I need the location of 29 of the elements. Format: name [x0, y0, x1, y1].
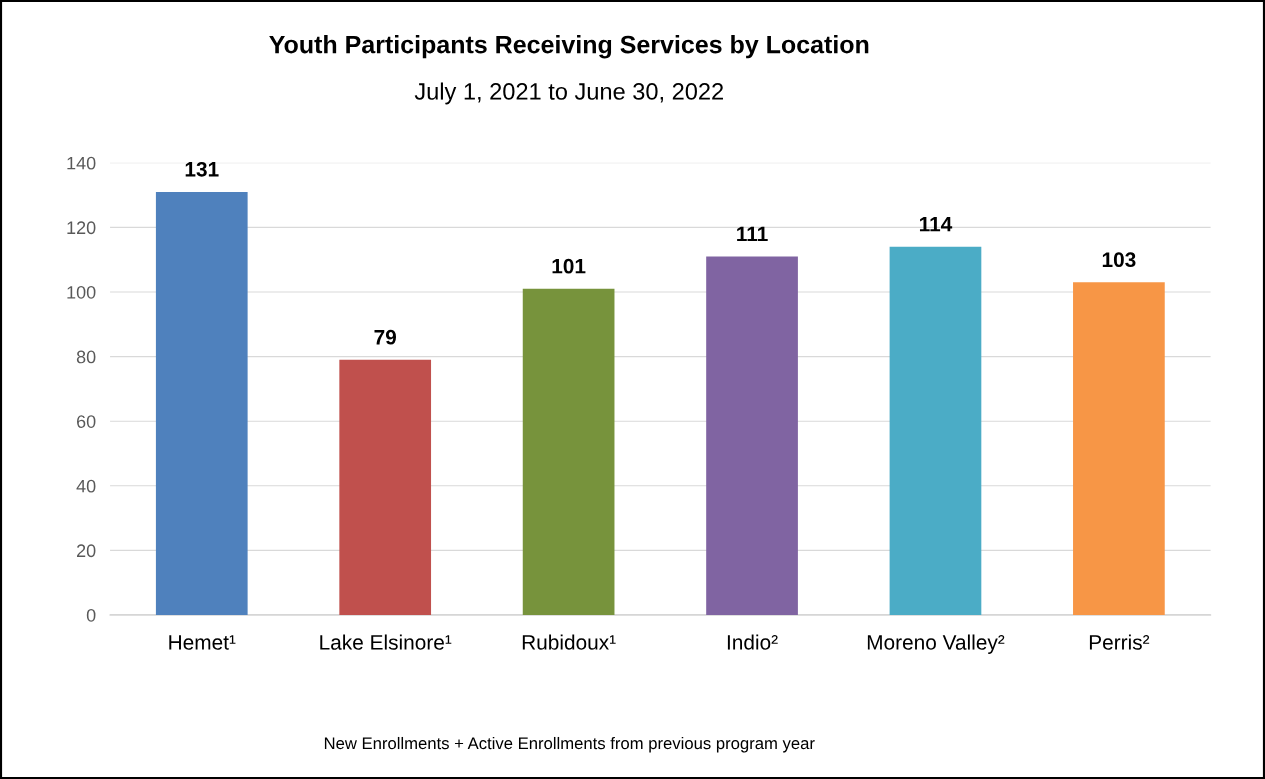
- y-tick-label: 60: [77, 415, 96, 428]
- data-label: 103: [1102, 252, 1136, 268]
- data-label: 114: [919, 217, 953, 232]
- bar: [706, 256, 798, 616]
- text: New Enrollments + Active Enrollments from previous program year: [324, 736, 815, 753]
- bar: [155, 191, 248, 616]
- y-tick-label: 100: [67, 285, 96, 299]
- data-label: 131: [185, 161, 219, 177]
- data-label: 101: [552, 258, 586, 274]
- x-tick-label: Moreno Valley²: [867, 634, 1005, 654]
- y-tick-label: 40: [76, 479, 96, 493]
- bar: [522, 288, 615, 616]
- y-tick-label: 120: [67, 221, 96, 235]
- x-tick-label: Rubidoux¹: [522, 634, 616, 650]
- x-tick-label: Indio²: [727, 634, 778, 650]
- data-label: 111: [737, 226, 768, 242]
- y-tick-label: 20: [76, 544, 96, 558]
- chart-title: Youth Participants Receiving Services by Location: [269, 35, 869, 59]
- bar: [889, 246, 982, 616]
- bar: [339, 359, 432, 616]
- y-tick-label: 0: [86, 608, 96, 622]
- y-tick-label: 80: [76, 350, 96, 364]
- data-label: 79: [374, 329, 397, 345]
- x-tick-label: Lake Elsinore¹: [320, 634, 452, 650]
- bar: [1073, 282, 1165, 616]
- x-tick-label: Hemet¹: [169, 635, 236, 650]
- x-tick-label: Perris²: [1089, 634, 1150, 650]
- chart-subtitle: July 1, 2021 to June 30, 2022: [414, 82, 723, 105]
- y-tick-label: 140: [67, 156, 96, 170]
